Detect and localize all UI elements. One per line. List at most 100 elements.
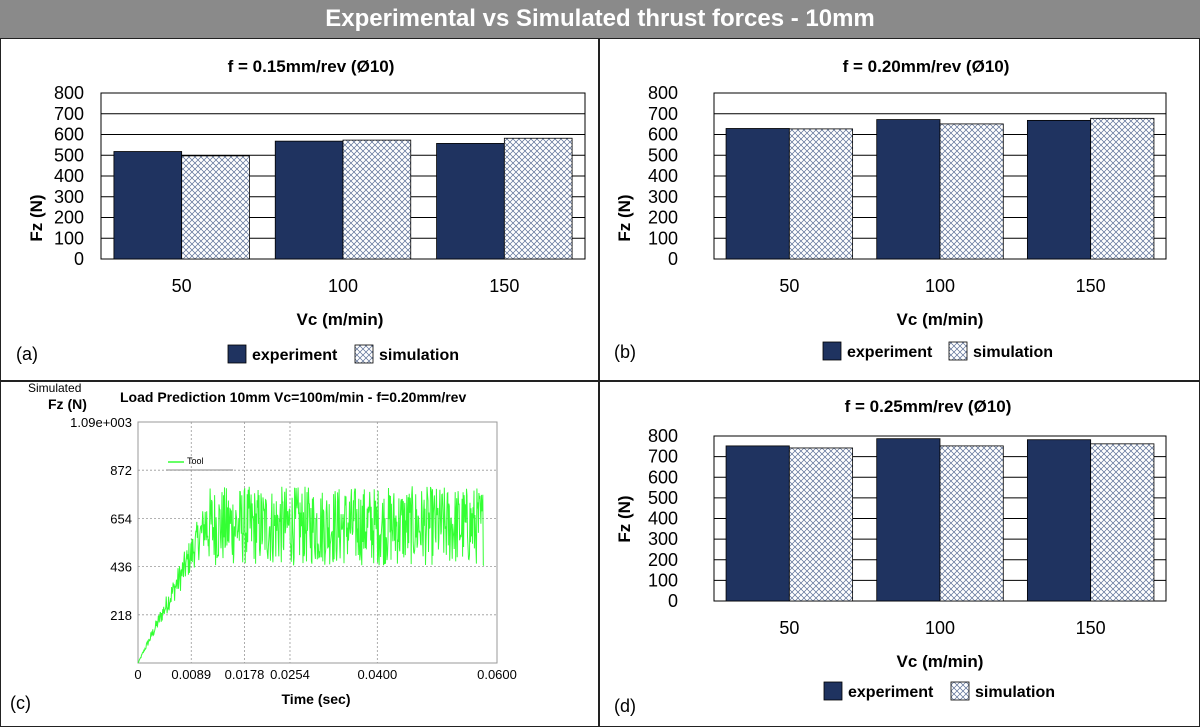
bar-simulation — [788, 128, 854, 260]
y-tick-label: 300 — [648, 529, 678, 549]
y-tick-label: 0 — [668, 591, 678, 611]
y-tick-label: 500 — [648, 145, 678, 165]
y-axis-label-line2: Fz (N) — [48, 396, 87, 412]
x-tick-label: 0.0600 — [477, 667, 517, 682]
y-tick-label: 300 — [648, 187, 678, 207]
legend-swatch-simulation — [354, 344, 374, 364]
y-tick-label: 400 — [54, 166, 84, 186]
x-axis-label: Time (sec) — [282, 691, 351, 707]
panel-divider-vertical — [598, 38, 600, 727]
y-axis-label: Fz (N) — [615, 194, 634, 241]
legend-swatch-experiment — [227, 344, 247, 364]
panel-label: (c) — [10, 693, 31, 713]
y-tick-label: 100 — [648, 228, 678, 248]
chart-title: f = 0.25mm/rev (Ø10) — [845, 397, 1012, 416]
legend-label-experiment: experiment — [847, 344, 933, 361]
bar-simulation — [1090, 117, 1155, 260]
main-title: Experimental vs Simulated thrust forces … — [0, 0, 1200, 38]
bar-experiment — [876, 119, 941, 260]
legend-swatch-experiment — [822, 341, 842, 361]
legend-label-simulation: simulation — [379, 347, 459, 364]
x-tick-label: 150 — [1076, 618, 1106, 638]
x-tick-label: 150 — [489, 276, 519, 296]
panel-label: (b) — [614, 342, 636, 362]
x-tick-label: 0.0089 — [171, 667, 211, 682]
y-tick-label: 800 — [54, 83, 84, 103]
line-chart-c: Simulated Fz (N) Load Prediction 10mm Vc… — [10, 382, 517, 713]
legend: Tool — [166, 456, 233, 471]
y-tick-label: 200 — [648, 550, 678, 570]
legend: experiment simulation — [822, 341, 1053, 361]
y-tick-label: 100 — [648, 570, 678, 590]
x-tick-label: 150 — [1076, 276, 1106, 296]
y-tick-label: 872 — [110, 463, 132, 478]
bar-experiment — [436, 143, 505, 260]
y-axis-label: Fz (N) — [27, 194, 46, 241]
legend-swatch-simulation — [950, 681, 970, 701]
y-tick-label: 600 — [648, 467, 678, 487]
x-tick-label: 50 — [779, 618, 799, 638]
y-axis-label-line1: Simulated — [28, 382, 81, 395]
bar-experiment — [876, 438, 941, 602]
panel-label: (d) — [614, 696, 636, 716]
chart-title: f = 0.15mm/rev (Ø10) — [228, 57, 395, 76]
y-tick-label: 800 — [648, 426, 678, 446]
bar-simulation — [788, 447, 854, 602]
y-tick-label: 436 — [110, 560, 132, 575]
bar-experiment — [725, 128, 790, 260]
y-tick-label: 300 — [54, 187, 84, 207]
x-axis-label: Vc (m/min) — [297, 310, 384, 329]
y-axis-label: Fz (N) — [615, 495, 634, 542]
bar-simulation — [503, 137, 573, 260]
y-tick-label: 600 — [648, 125, 678, 145]
y-tick-label: 0 — [74, 249, 84, 269]
x-tick-label: 100 — [925, 618, 955, 638]
y-tick-label: 1.09e+003 — [70, 415, 132, 430]
y-tick-label: 600 — [54, 125, 84, 145]
x-tick-label: 100 — [925, 276, 955, 296]
bar-experiment — [1026, 119, 1092, 260]
legend-swatch-experiment — [823, 681, 843, 701]
bar-simulation — [342, 139, 412, 260]
y-tick-label: 100 — [54, 228, 84, 248]
bar-simulation — [939, 445, 1004, 602]
bar-chart-d: f = 0.25mm/rev (Ø10) 0100200300400500600… — [614, 397, 1167, 716]
legend-label-experiment: experiment — [252, 347, 338, 364]
x-tick-label: 50 — [172, 276, 192, 296]
y-tick-label: 400 — [648, 509, 678, 529]
bar-experiment — [725, 445, 790, 602]
x-tick-label: 100 — [328, 276, 358, 296]
panel-label: (a) — [16, 344, 38, 364]
panel-divider-horizontal — [0, 380, 1200, 382]
chart-title: Load Prediction 10mm Vc=100m/min - f=0.2… — [120, 389, 466, 405]
bar-chart-b: f = 0.20mm/rev (Ø10) 0100200300400500600… — [614, 57, 1167, 362]
y-tick-label: 200 — [54, 208, 84, 228]
y-tick-label: 700 — [54, 104, 84, 124]
legend-label-tool: Tool — [187, 456, 204, 466]
bar-experiment — [113, 151, 183, 260]
x-tick-label: 0 — [134, 667, 141, 682]
y-tick-label: 218 — [110, 608, 132, 623]
legend: experiment simulation — [823, 681, 1055, 701]
x-tick-label: 0.0254 — [270, 667, 310, 682]
bar-experiment — [1026, 439, 1092, 602]
y-tick-label: 700 — [648, 104, 678, 124]
chart-title: f = 0.20mm/rev (Ø10) — [843, 57, 1010, 76]
bar-simulation — [1090, 443, 1155, 602]
series-line-tool — [137, 486, 485, 664]
y-tick-label: 0 — [668, 249, 678, 269]
plot-area: 218 436 654 872 1.09e+003 0 0.0089 0.0178 0.0254… — [70, 415, 517, 682]
y-tick-label: 500 — [648, 488, 678, 508]
bar-simulation — [939, 123, 1004, 260]
legend-label-simulation: simulation — [975, 684, 1055, 701]
x-tick-label: 0.0178 — [225, 667, 265, 682]
y-tick-label: 700 — [648, 447, 678, 467]
y-tick-label: 200 — [648, 208, 678, 228]
x-axis-label: Vc (m/min) — [897, 310, 984, 329]
legend-label-simulation: simulation — [973, 344, 1053, 361]
y-tick-label: 800 — [648, 83, 678, 103]
bar-chart-a: f = 0.15mm/rev (Ø10) 0100200300400500600… — [16, 57, 586, 364]
